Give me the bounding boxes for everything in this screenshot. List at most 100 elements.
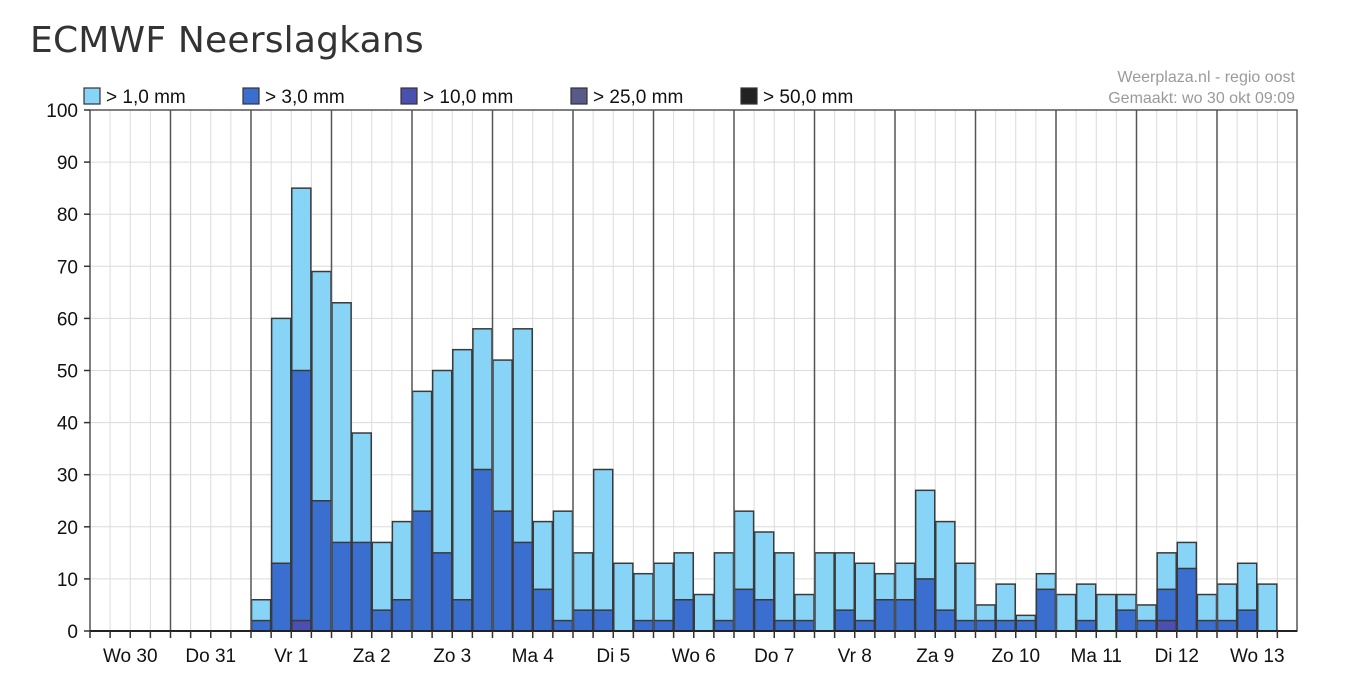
bar-gt3mm <box>331 541 352 632</box>
y-tick-label: 100 <box>46 101 78 122</box>
bar-gt3mm <box>452 598 473 632</box>
x-tick-label: Za 9 <box>916 646 954 667</box>
x-tick-label: Ma 4 <box>512 646 555 667</box>
bar-gt1mm <box>814 552 835 632</box>
bar-gt3mm <box>1015 619 1037 632</box>
y-tick-label: 60 <box>57 309 78 330</box>
bar-gt3mm <box>592 609 614 632</box>
bar-gt3mm <box>1216 619 1238 632</box>
legend-swatch <box>740 87 758 105</box>
y-tick-label: 30 <box>57 466 78 487</box>
bar-gt3mm <box>512 541 533 632</box>
bar-gt3mm <box>270 562 292 632</box>
y-tick-label: 40 <box>57 414 78 435</box>
bar-gt1mm <box>713 552 735 632</box>
x-tick-label: Di 5 <box>596 646 630 667</box>
bar-gt3mm <box>371 609 393 632</box>
bar-gt1mm <box>1096 593 1117 632</box>
x-tick-label: Vr 8 <box>838 646 872 667</box>
bar-gt3mm <box>1136 619 1157 632</box>
bar-gt3mm <box>995 619 1016 632</box>
bar-gt1mm <box>592 468 614 632</box>
bar-gt3mm <box>472 468 493 632</box>
credit-source: Weerplaza.nl - regio oost <box>1117 69 1295 86</box>
bar-gt3mm <box>753 598 775 632</box>
credit-created: Gemaakt: wo 30 okt 09:09 <box>1108 90 1295 107</box>
bar-gt3mm <box>391 598 413 632</box>
bar-gt1mm <box>613 562 634 632</box>
bar-gt1mm <box>1055 593 1077 632</box>
x-tick-label: Vr 1 <box>274 646 308 667</box>
bar-gt3mm <box>311 500 332 632</box>
bar-gt1mm <box>774 552 795 632</box>
bar-gt10mm <box>291 619 312 632</box>
x-tick-label: Do 7 <box>754 646 794 667</box>
bar-gt3mm <box>1075 619 1097 632</box>
bar-gt3mm <box>1196 619 1218 632</box>
legend: > 1,0 mm > 3,0 mm > 10,0 mm > 25,0 mm > 50,0… <box>83 87 853 108</box>
bar-gt3mm <box>1236 609 1258 632</box>
bar-gt3mm <box>834 609 855 632</box>
x-tick-label: Ma 11 <box>1071 646 1122 667</box>
page-title: ECMWF Neerslagkans <box>30 20 424 61</box>
bar-gt3mm <box>955 619 976 632</box>
legend-label: > 1,0 mm <box>106 87 186 108</box>
bar-gt3mm <box>411 510 433 632</box>
bar-gt3mm <box>894 598 916 632</box>
bar-gt3mm <box>1035 588 1057 632</box>
bar-gt10mm <box>1156 619 1177 632</box>
x-tick-label: Wo 6 <box>672 646 716 667</box>
y-tick-label: 50 <box>57 362 78 383</box>
x-tick-label: Do 31 <box>185 646 236 667</box>
legend-label: > 10,0 mm <box>423 87 513 108</box>
x-tick-label: Wo 30 <box>103 646 158 667</box>
legend-label: > 25,0 mm <box>593 87 683 108</box>
bar-gt3mm <box>1176 567 1198 632</box>
x-tick-label: Zo 10 <box>991 646 1040 667</box>
legend-label: > 3,0 mm <box>265 87 345 108</box>
x-tick-label: Za 2 <box>353 646 391 667</box>
legend-swatch <box>83 87 101 105</box>
bars-layer <box>250 187 1278 632</box>
legend-label: > 50,0 mm <box>763 87 853 108</box>
y-tick-label: 0 <box>67 622 78 643</box>
bar-gt3mm <box>914 578 936 632</box>
bar-gt3mm <box>431 552 453 632</box>
y-tick-label: 90 <box>57 153 78 174</box>
bar-gt3mm <box>854 619 876 632</box>
y-tick-label: 80 <box>57 205 78 226</box>
bar-gt3mm <box>975 619 996 632</box>
bar-gt3mm <box>673 598 694 632</box>
bar-gt3mm <box>733 588 755 632</box>
y-tick-label: 70 <box>57 257 78 278</box>
x-tick-label: Wo 13 <box>1230 646 1285 667</box>
bar-gt3mm <box>291 369 312 632</box>
x-tick-label: Zo 3 <box>433 646 471 667</box>
legend-swatch <box>570 87 588 105</box>
bar-gt3mm <box>935 609 956 632</box>
bar-gt3mm <box>351 541 372 632</box>
bar-gt3mm <box>572 609 594 632</box>
bar-gt3mm <box>250 619 272 632</box>
legend-swatch <box>400 87 418 105</box>
bar-gt3mm <box>532 588 554 632</box>
axis-layer: 0 10 20 30 40 50 60 70 80 90 100 Wo 30 Do 31 Vr 1 Za 2… <box>46 101 1284 667</box>
y-tick-label: 20 <box>57 518 78 539</box>
x-tick-label: Di 12 <box>1155 646 1199 667</box>
bar-gt3mm <box>552 619 574 632</box>
bar-gt1mm <box>452 348 473 632</box>
bar-gt1mm <box>693 593 715 632</box>
bar-gt3mm <box>774 619 795 632</box>
bar-gt1mm <box>552 510 574 632</box>
y-tick-label: 10 <box>57 570 78 591</box>
bar-gt3mm <box>874 598 896 632</box>
bar-gt3mm <box>653 619 674 632</box>
legend-swatch <box>242 87 260 105</box>
bar-gt3mm <box>633 619 654 632</box>
bar-gt3mm <box>713 619 735 632</box>
bar-gt1mm <box>1257 583 1278 632</box>
bar-gt3mm <box>492 510 513 632</box>
bar-gt3mm <box>794 619 815 632</box>
bar-gt3mm <box>1116 609 1137 632</box>
